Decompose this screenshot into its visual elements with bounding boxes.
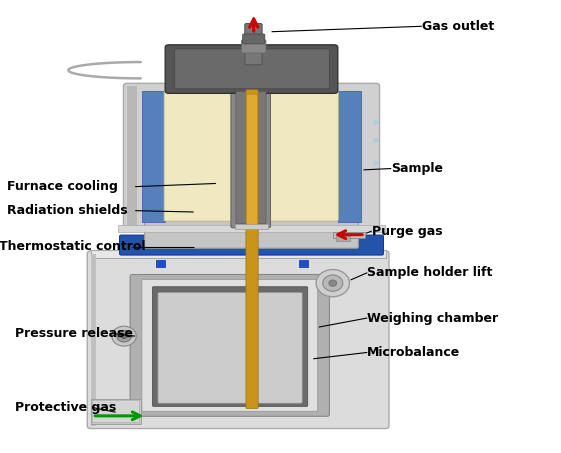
FancyBboxPatch shape (236, 92, 266, 224)
FancyBboxPatch shape (88, 251, 389, 429)
Circle shape (329, 280, 337, 286)
FancyBboxPatch shape (242, 34, 265, 44)
Bar (236, 224, 268, 229)
FancyBboxPatch shape (245, 24, 262, 65)
FancyBboxPatch shape (164, 91, 237, 221)
Bar (336, 236, 350, 241)
FancyBboxPatch shape (119, 235, 383, 255)
FancyBboxPatch shape (142, 280, 318, 411)
Text: Protective gas: Protective gas (16, 401, 117, 414)
Bar (338, 91, 361, 222)
Text: Microbalance: Microbalance (367, 346, 461, 359)
Bar (333, 232, 365, 238)
Text: Purge gas: Purge gas (372, 225, 443, 237)
FancyBboxPatch shape (130, 275, 329, 416)
FancyBboxPatch shape (246, 94, 257, 227)
Bar (93, 400, 139, 422)
FancyBboxPatch shape (174, 49, 329, 89)
FancyBboxPatch shape (145, 221, 358, 248)
Bar (118, 225, 384, 232)
Bar (91, 254, 96, 426)
Bar (300, 260, 309, 267)
Text: Weighing chamber: Weighing chamber (367, 312, 498, 324)
Text: Gas outlet: Gas outlet (422, 20, 494, 33)
FancyBboxPatch shape (265, 91, 338, 221)
Circle shape (316, 270, 350, 297)
FancyBboxPatch shape (158, 293, 302, 403)
Circle shape (117, 330, 131, 342)
FancyBboxPatch shape (246, 90, 258, 409)
Text: Sample: Sample (391, 162, 443, 175)
Text: Radiation shields: Radiation shields (7, 204, 128, 217)
FancyBboxPatch shape (153, 287, 308, 406)
Bar (118, 336, 132, 337)
FancyBboxPatch shape (241, 40, 266, 53)
Text: Thermostatic control: Thermostatic control (0, 241, 145, 253)
Text: Pressure release: Pressure release (16, 328, 134, 340)
FancyBboxPatch shape (165, 45, 338, 93)
Bar (127, 86, 137, 226)
Text: Sample holder lift: Sample holder lift (367, 266, 493, 279)
FancyBboxPatch shape (231, 87, 270, 228)
FancyBboxPatch shape (123, 83, 380, 229)
Circle shape (112, 326, 136, 346)
Bar (91, 250, 385, 258)
Circle shape (323, 275, 343, 291)
Bar (156, 260, 165, 267)
Bar (91, 399, 141, 424)
Text: Furnace cooling: Furnace cooling (7, 180, 118, 193)
Circle shape (121, 334, 127, 338)
Bar (142, 91, 165, 222)
